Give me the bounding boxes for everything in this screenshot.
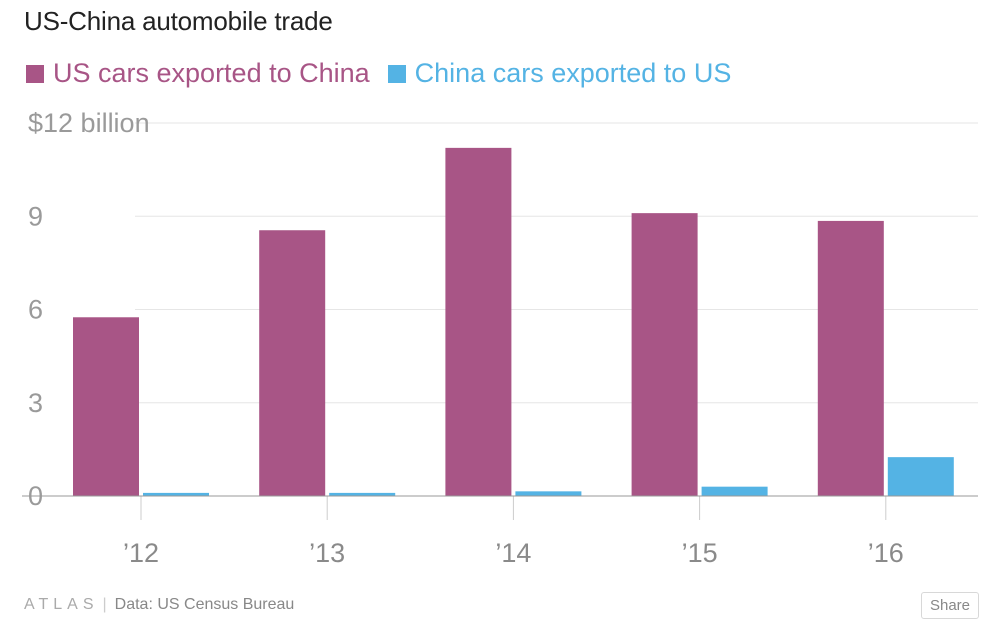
bar-us	[817, 220, 884, 496]
legend-swatch-us	[26, 64, 44, 83]
legend-label-us: US cars exported to China	[53, 58, 370, 88]
bar-china	[143, 492, 209, 496]
bar-china	[701, 486, 768, 496]
bar-us	[445, 147, 512, 496]
legend-item-us: US cars exported to China	[26, 58, 370, 89]
atlas-logo: ATLAS	[24, 596, 99, 613]
y-tick-label: 6	[28, 295, 43, 325]
footer: ATLAS | Data: US Census Bureau	[24, 596, 294, 614]
x-tick-label: ’12	[123, 538, 159, 568]
x-tick-label: ’15	[682, 538, 718, 568]
legend-swatch-china	[387, 64, 406, 83]
x-tick-label: ’13	[309, 538, 345, 568]
legend-label-china: China cars exported to US	[414, 58, 732, 88]
bar-us	[73, 317, 139, 496]
share-button[interactable]: Share	[920, 592, 979, 619]
x-tick-label: ’16	[868, 538, 904, 568]
y-tick-label: 3	[28, 388, 43, 418]
bar-china	[887, 457, 954, 496]
bar-us	[631, 213, 698, 496]
bar-china	[515, 491, 582, 496]
y-tick-label: $12 billion	[28, 108, 150, 138]
bar-china	[329, 492, 396, 496]
legend: US cars exported to China China cars exp…	[26, 58, 749, 89]
source-text: Data: US Census Bureau	[114, 596, 295, 613]
footer-separator: |	[102, 596, 107, 613]
y-tick-label: 9	[28, 201, 43, 231]
chart-title: US-China automobile trade	[24, 6, 333, 36]
legend-item-china: China cars exported to US	[387, 58, 732, 89]
x-tick-label: ’14	[495, 538, 531, 568]
bar-us	[259, 230, 326, 497]
